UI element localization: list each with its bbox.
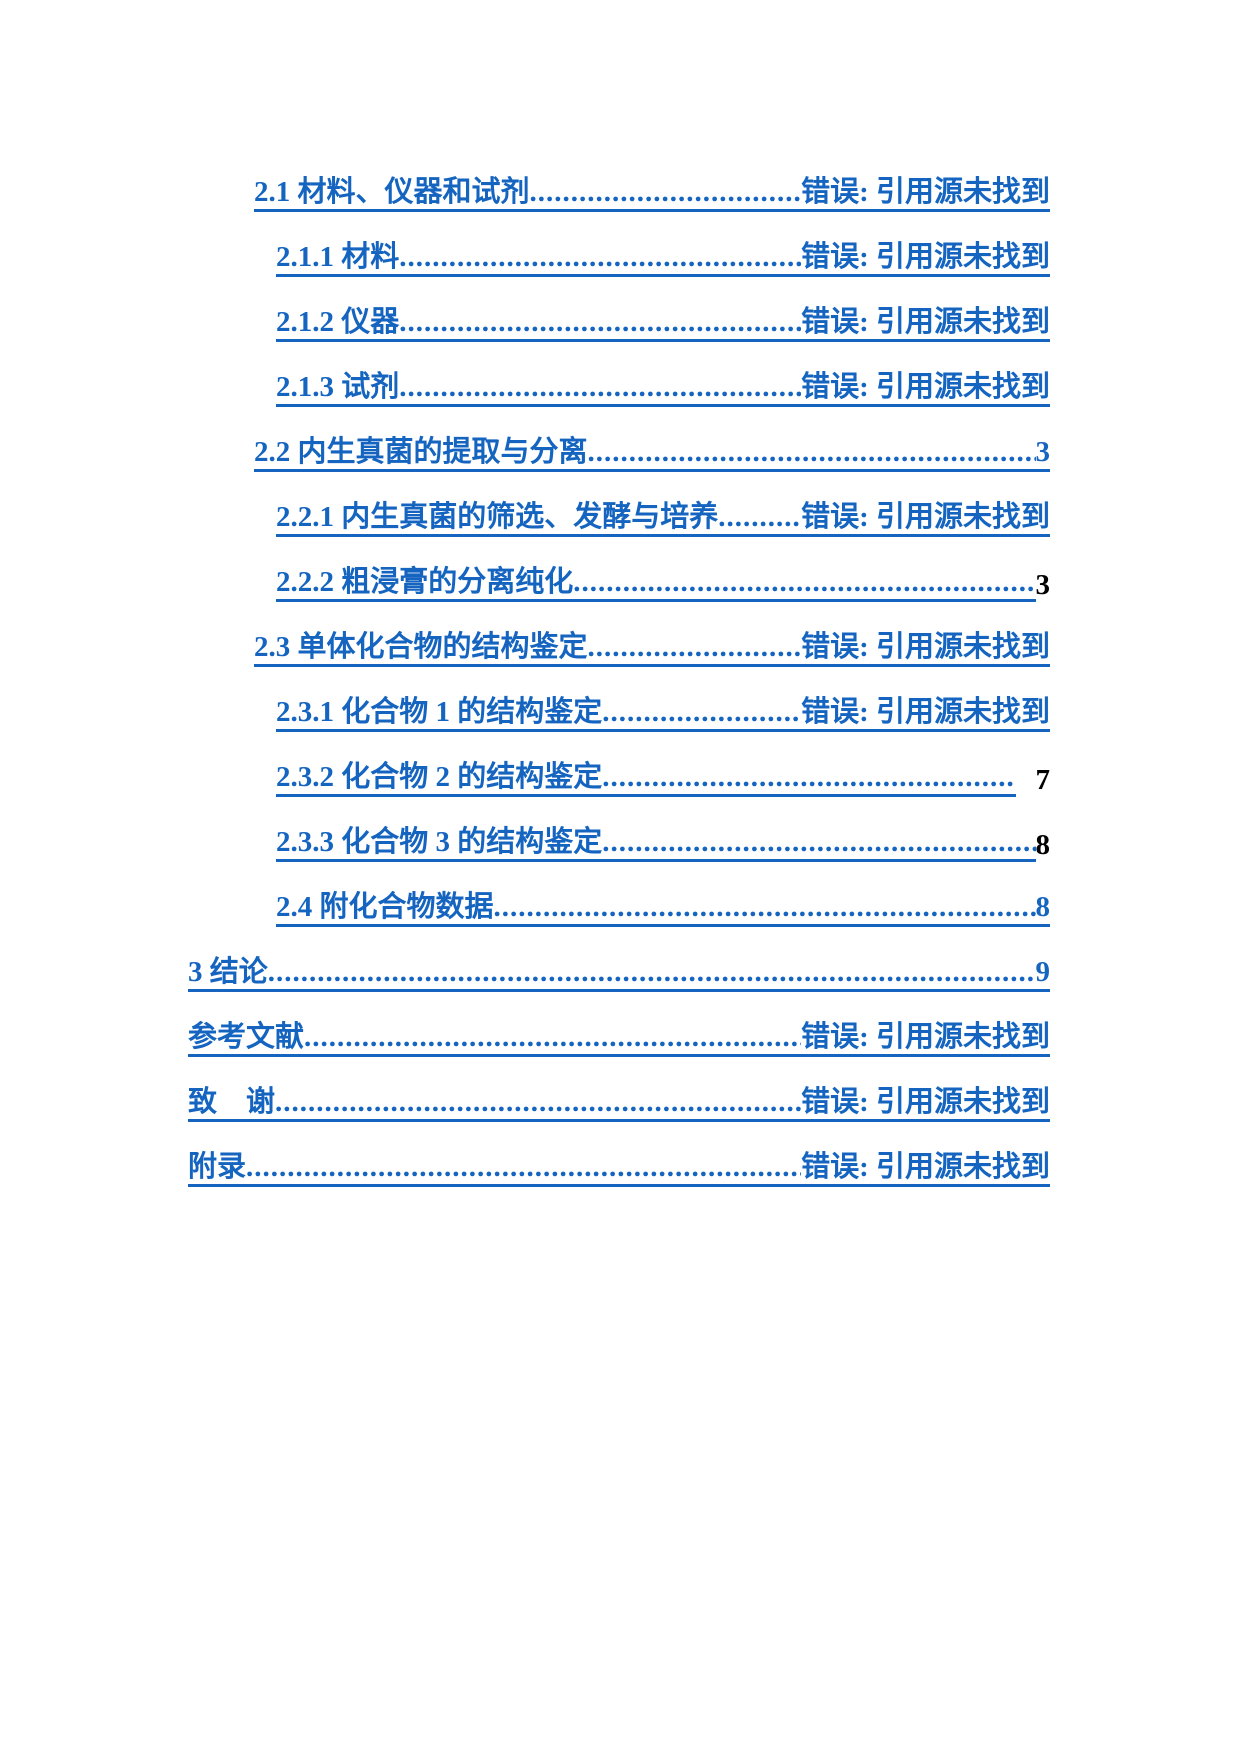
toc-entry: 2.3 单体化合物的结构鉴定 错误: 引用源未找到 bbox=[254, 627, 1050, 667]
toc-link[interactable]: 2.1.2 仪器 错误: 引用源未找到 bbox=[276, 305, 1050, 342]
toc-page-number: 错误: 引用源未找到 bbox=[801, 241, 1050, 273]
dot-leader bbox=[573, 565, 1035, 599]
toc-entry: 2.2 内生真菌的提取与分离 3 bbox=[254, 432, 1050, 472]
dot-leader bbox=[304, 1020, 801, 1054]
toc-link[interactable]: 2.1.1 材料 错误: 引用源未找到 bbox=[276, 240, 1050, 277]
toc-page-number: 错误: 引用源未找到 bbox=[801, 1151, 1050, 1183]
toc-page-number: 9 bbox=[1035, 956, 1051, 988]
toc-entry: 致 谢 错误: 引用源未找到 bbox=[188, 1082, 1050, 1122]
toc-page-number: 错误: 引用源未找到 bbox=[801, 371, 1050, 403]
toc-entry: 参考文献 错误: 引用源未找到 bbox=[188, 1017, 1050, 1057]
toc-entry-title: 2.1.1 材料 bbox=[276, 241, 400, 273]
dot-leader bbox=[602, 695, 801, 729]
dot-leader bbox=[588, 630, 802, 664]
toc-entry: 附录 错误: 引用源未找到 bbox=[188, 1147, 1050, 1187]
toc-entry: 2.2.1 内生真菌的筛选、发酵与培养 错误: 引用源未找到 bbox=[276, 497, 1050, 537]
toc-entry-title: 2.2 内生真菌的提取与分离 bbox=[254, 436, 588, 468]
toc-page-number: 8 bbox=[1035, 829, 1051, 861]
toc-entry: 2.1.1 材料 错误: 引用源未找到 bbox=[276, 237, 1050, 277]
toc-entry-title: 3 结论 bbox=[188, 956, 268, 988]
toc-entry-title: 2.1.3 试剂 bbox=[276, 371, 400, 403]
toc-entry-title: 2.2.1 内生真菌的筛选、发酵与培养 bbox=[276, 501, 719, 533]
dot-leader bbox=[246, 1150, 801, 1184]
toc-link[interactable]: 2.1 材料、仪器和试剂 错误: 引用源未找到 bbox=[254, 175, 1050, 212]
toc-entry-title: 2.1 材料、仪器和试剂 bbox=[254, 176, 530, 208]
toc-link[interactable]: 2.3 单体化合物的结构鉴定 错误: 引用源未找到 bbox=[254, 630, 1050, 667]
toc-page-number: 错误: 引用源未找到 bbox=[801, 1021, 1050, 1053]
dot-leader bbox=[494, 890, 1036, 924]
toc-page-number: 错误: 引用源未找到 bbox=[801, 696, 1050, 728]
toc-entry: 2.3.2 化合物 2 的结构鉴定 7 bbox=[276, 757, 1050, 797]
toc-page-number: 错误: 引用源未找到 bbox=[801, 306, 1050, 338]
dot-leader bbox=[399, 305, 801, 339]
toc-link[interactable]: 2.3.3 化合物 3 的结构鉴定 bbox=[276, 825, 1036, 862]
toc-link[interactable]: 2.4 附化合物数据 8 bbox=[276, 890, 1050, 927]
toc-page-number: 8 bbox=[1035, 891, 1051, 923]
dot-leader bbox=[399, 370, 801, 404]
toc-link[interactable]: 2.3.1 化合物 1 的结构鉴定 错误: 引用源未找到 bbox=[276, 695, 1050, 732]
dot-leader bbox=[602, 760, 1015, 794]
toc-entry-title: 2.3.1 化合物 1 的结构鉴定 bbox=[276, 696, 603, 728]
dot-leader bbox=[602, 825, 1035, 859]
toc-entry: 2.1.2 仪器 错误: 引用源未找到 bbox=[276, 302, 1050, 342]
toc-page-number: 3 bbox=[1035, 436, 1051, 468]
toc-entry: 2.3.1 化合物 1 的结构鉴定 错误: 引用源未找到 bbox=[276, 692, 1050, 732]
toc-page-number: 错误: 引用源未找到 bbox=[801, 631, 1050, 663]
toc-entry: 2.3.3 化合物 3 的结构鉴定 8 bbox=[276, 822, 1050, 862]
toc-page-number: 错误: 引用源未找到 bbox=[801, 176, 1050, 208]
toc-entry: 2.2.2 粗浸膏的分离纯化 3 bbox=[276, 562, 1050, 602]
dot-leader bbox=[268, 955, 1036, 989]
toc-link[interactable]: 致 谢 错误: 引用源未找到 bbox=[188, 1085, 1050, 1122]
dot-leader bbox=[275, 1085, 801, 1119]
dot-leader bbox=[718, 500, 801, 534]
toc-link[interactable]: 附录 错误: 引用源未找到 bbox=[188, 1150, 1050, 1187]
toc-page-number: 7 bbox=[1035, 764, 1051, 796]
toc-entry: 2.1 材料、仪器和试剂 错误: 引用源未找到 bbox=[254, 172, 1050, 212]
toc-entry-title: 2.3 单体化合物的结构鉴定 bbox=[254, 631, 588, 663]
toc-entry-title: 2.3.2 化合物 2 的结构鉴定 bbox=[276, 761, 603, 793]
toc-entry-title: 2.4 附化合物数据 bbox=[276, 891, 494, 923]
toc-link[interactable]: 3 结论 9 bbox=[188, 955, 1050, 992]
toc-link[interactable]: 2.1.3 试剂 错误: 引用源未找到 bbox=[276, 370, 1050, 407]
toc-page-number: 3 bbox=[1035, 569, 1051, 601]
toc-link[interactable]: 2.2.2 粗浸膏的分离纯化 bbox=[276, 565, 1036, 602]
toc-link[interactable]: 2.3.2 化合物 2 的结构鉴定 bbox=[276, 760, 1016, 797]
dot-leader bbox=[530, 175, 802, 209]
toc-entry: 3 结论 9 bbox=[188, 952, 1050, 992]
toc-entry-title: 致 谢 bbox=[188, 1086, 276, 1118]
toc-link[interactable]: 2.2 内生真菌的提取与分离 3 bbox=[254, 435, 1050, 472]
toc-page-number: 错误: 引用源未找到 bbox=[801, 501, 1050, 533]
toc-link[interactable]: 2.2.1 内生真菌的筛选、发酵与培养 错误: 引用源未找到 bbox=[276, 500, 1050, 537]
dot-leader bbox=[588, 435, 1036, 469]
toc-entry-title: 参考文献 bbox=[188, 1021, 305, 1053]
toc-entry: 2.1.3 试剂 错误: 引用源未找到 bbox=[276, 367, 1050, 407]
toc-page-number: 错误: 引用源未找到 bbox=[801, 1086, 1050, 1118]
toc-entry-title: 2.2.2 粗浸膏的分离纯化 bbox=[276, 566, 574, 598]
toc-link[interactable]: 参考文献 错误: 引用源未找到 bbox=[188, 1020, 1050, 1057]
toc-entry-title: 2.1.2 仪器 bbox=[276, 306, 400, 338]
toc-entry-title: 2.3.3 化合物 3 的结构鉴定 bbox=[276, 826, 603, 858]
toc-entry: 2.4 附化合物数据 8 bbox=[276, 887, 1050, 927]
toc-entry-title: 附录 bbox=[188, 1151, 247, 1183]
dot-leader bbox=[399, 240, 801, 274]
